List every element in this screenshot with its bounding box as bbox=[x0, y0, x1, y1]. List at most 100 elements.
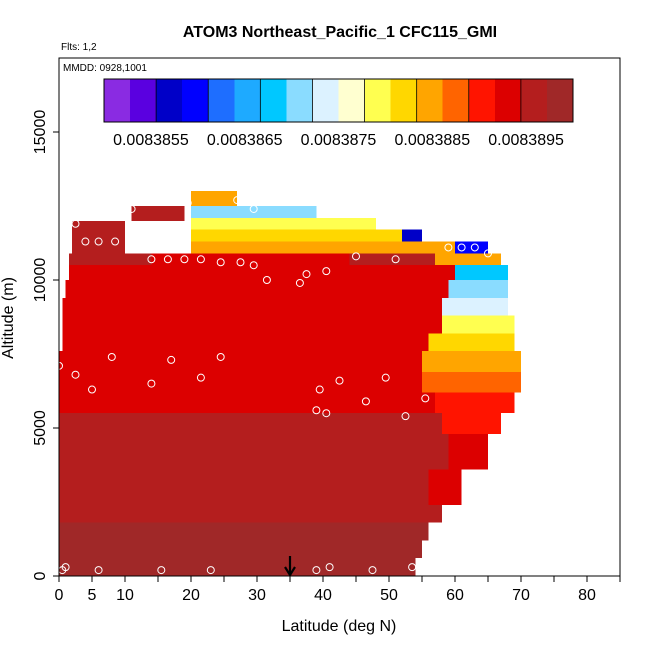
observation-point bbox=[196, 373, 205, 382]
curtain-cell bbox=[191, 217, 376, 230]
colorbar-tick-label: 0.0083895 bbox=[488, 132, 564, 149]
observation-point bbox=[401, 412, 410, 421]
observation-point bbox=[81, 237, 90, 246]
curtain-cell bbox=[62, 315, 515, 334]
observation-point bbox=[315, 385, 324, 394]
chart-title: ATOM3 Northeast_Pacific_1 CFC115_GMI bbox=[183, 24, 497, 41]
y-axis: 0 5000 10000 15000 bbox=[32, 110, 59, 580]
curtain-cell bbox=[435, 392, 515, 414]
observation-point bbox=[361, 397, 370, 406]
observation-point bbox=[295, 278, 304, 287]
observation-point bbox=[484, 249, 492, 258]
colorbar-swatch bbox=[364, 79, 392, 122]
observation-point bbox=[262, 276, 271, 284]
curtain-cell bbox=[441, 413, 502, 434]
colorbar-swatch bbox=[442, 79, 470, 122]
curtain-cell bbox=[59, 371, 521, 393]
colorbar-tick-label: 0.0083885 bbox=[394, 132, 470, 149]
observation-point bbox=[94, 237, 103, 246]
curtain-cell bbox=[72, 220, 125, 239]
colorbar-swatch bbox=[156, 79, 183, 122]
observation-point bbox=[520, 391, 529, 400]
curtain-cell bbox=[59, 469, 462, 488]
observation-point bbox=[71, 219, 80, 228]
colorbar-swatch bbox=[312, 79, 339, 122]
observation-point bbox=[111, 237, 120, 246]
colorbar-border bbox=[103, 78, 574, 123]
observation-point bbox=[507, 249, 516, 258]
curtain-cell bbox=[448, 280, 508, 298]
x-tick-label: 80 bbox=[578, 587, 596, 604]
curtain-cell bbox=[455, 265, 508, 280]
curtain-cell bbox=[65, 280, 508, 298]
curtain-cell bbox=[422, 351, 521, 372]
colorbar-swatch bbox=[416, 79, 444, 122]
observation-point bbox=[352, 252, 360, 261]
curtain-cell bbox=[422, 371, 521, 393]
observation-point bbox=[249, 261, 258, 270]
curtain-cell bbox=[191, 191, 238, 206]
x-axis: 0 5 10 20 30 40 50 60 70 80 bbox=[55, 576, 621, 604]
observation-point bbox=[335, 376, 344, 385]
observation-point bbox=[167, 355, 176, 364]
colorbar-swatch bbox=[494, 79, 522, 122]
date-label: MMDD: 0928,1001 bbox=[63, 63, 147, 74]
colorbar-swatch bbox=[390, 79, 418, 122]
curtain-cell bbox=[191, 241, 455, 254]
observation-point bbox=[88, 385, 96, 394]
observation-point bbox=[470, 243, 479, 252]
observation-point bbox=[94, 566, 103, 575]
x-tick-label: 20 bbox=[182, 587, 200, 604]
curtain-cell bbox=[62, 297, 508, 316]
observation-point bbox=[322, 409, 331, 418]
curtain-cell bbox=[59, 487, 449, 505]
y-tick-label: 5000 bbox=[32, 410, 49, 446]
curtain-cell bbox=[72, 238, 125, 254]
y-tick-label: 0 bbox=[32, 571, 49, 580]
plot-area bbox=[59, 191, 521, 576]
observation-point bbox=[163, 255, 172, 264]
observation-point bbox=[147, 379, 156, 388]
colorbar-tick-label: 0.0083865 bbox=[207, 132, 283, 149]
observation-point bbox=[183, 199, 192, 208]
curtain-cell bbox=[191, 229, 403, 242]
x-tick-label: 10 bbox=[116, 587, 134, 604]
observation-points bbox=[55, 196, 529, 575]
observation-point bbox=[196, 255, 205, 264]
observation-point bbox=[127, 240, 136, 249]
observation-point bbox=[381, 373, 390, 382]
colorbar-swatch bbox=[260, 79, 287, 122]
x-tick-label: 30 bbox=[248, 587, 266, 604]
observation-point bbox=[325, 563, 334, 572]
colorbar-tick-label: 0.0083855 bbox=[113, 132, 189, 149]
observation-point bbox=[408, 563, 417, 572]
y-tick-label: 10000 bbox=[32, 258, 49, 303]
curtain-cell bbox=[217, 265, 284, 334]
observation-point bbox=[61, 563, 70, 572]
observation-point bbox=[233, 196, 242, 205]
observation-point bbox=[391, 255, 400, 264]
curtain-cell bbox=[131, 206, 185, 221]
observation-point bbox=[312, 406, 321, 415]
curtain-cell bbox=[428, 333, 515, 352]
colorbar-swatch bbox=[546, 79, 574, 122]
observation-point bbox=[236, 258, 245, 267]
observation-point bbox=[312, 566, 321, 575]
curtain-cell bbox=[257, 333, 403, 372]
colorbar-swatch bbox=[286, 79, 313, 122]
latitude-marker bbox=[284, 556, 296, 578]
x-tick-label: 0 bbox=[55, 587, 64, 604]
observation-point bbox=[71, 370, 80, 379]
colorbar-swatch bbox=[468, 79, 496, 122]
colorbar: 0.0083855 0.0083865 0.0083875 0.0083885 0.00… bbox=[103, 78, 574, 149]
y-tick-label: 15000 bbox=[32, 110, 49, 155]
observation-point bbox=[107, 352, 116, 361]
curtain-cell bbox=[191, 206, 317, 218]
x-tick-label: 5 bbox=[88, 587, 97, 604]
curtain-cell bbox=[59, 433, 488, 452]
colorbar-swatch bbox=[182, 79, 209, 122]
flights-label: Flts: 1,2 bbox=[61, 42, 97, 53]
plot-frame bbox=[58, 57, 621, 577]
